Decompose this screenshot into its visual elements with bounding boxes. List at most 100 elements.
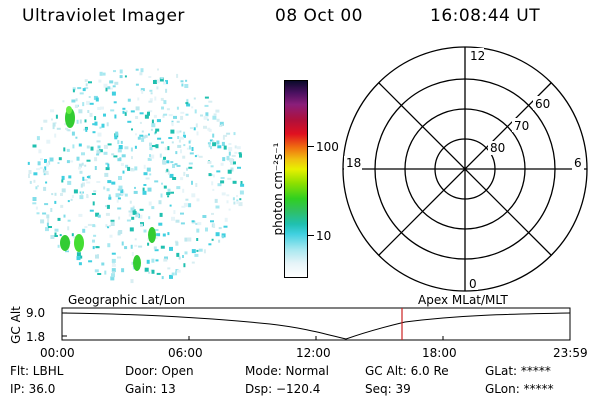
uv-pixel [48, 226, 52, 228]
uv-pixel [133, 190, 138, 194]
uv-pixel [187, 237, 192, 242]
uv-pixel [52, 122, 56, 127]
uv-pixel [152, 145, 156, 147]
uv-pixel [181, 205, 186, 208]
uv-pixel [80, 183, 83, 188]
uv-pixel [221, 141, 225, 146]
uv-pixel [49, 157, 54, 162]
uv-pixel [58, 157, 62, 161]
uv-pixel [170, 161, 174, 164]
uv-pixel [134, 186, 136, 189]
uv-pixel [43, 186, 47, 191]
header-date: 08 Oct 00 [275, 6, 363, 26]
uv-pixel [97, 107, 102, 110]
uv-pixel [132, 205, 135, 208]
uv-pixel [71, 195, 74, 198]
uv-pixel [163, 113, 168, 116]
uv-pixel [194, 109, 197, 114]
uv-pixel [176, 269, 181, 273]
uv-pixel [126, 219, 131, 222]
uv-pixel [96, 150, 101, 154]
uv-pixel [44, 203, 49, 206]
status-mode: Mode: Normal [245, 364, 329, 378]
uv-pixel [129, 212, 134, 215]
uv-pixel [83, 128, 86, 131]
uv-pixel [45, 181, 48, 184]
uv-pixel [66, 148, 70, 152]
uv-pixel [168, 137, 173, 139]
uv-pixel [71, 131, 75, 136]
uv-pixel [84, 226, 88, 228]
uv-pixel [117, 231, 121, 236]
uv-pixel [130, 147, 133, 152]
uv-pixel [162, 160, 167, 165]
uv-pixel [228, 147, 233, 152]
uv-pixel [176, 120, 180, 123]
uv-pixel [209, 139, 213, 142]
uv-pixel [106, 204, 110, 209]
uv-pixel [109, 234, 113, 238]
uv-pixel [127, 166, 131, 171]
uv-pixel [210, 165, 214, 168]
uv-pixel [67, 200, 70, 203]
uv-pixel [107, 143, 112, 146]
uv-pixel [208, 243, 212, 246]
uv-pixel [153, 80, 157, 84]
uv-pixel [179, 136, 184, 140]
uv-pixel [207, 118, 209, 121]
uv-pixel [130, 279, 134, 284]
uv-pixel [67, 226, 70, 231]
uv-pixel [108, 194, 111, 198]
uv-pixel [140, 88, 145, 92]
uv-pixel [134, 166, 138, 171]
uv-pixel [114, 81, 119, 85]
uv-pixel [147, 237, 150, 241]
xtick-2359: 23:59 [553, 346, 588, 360]
uv-pixel [141, 130, 144, 133]
uv-pixel [139, 208, 144, 211]
uv-pixel [147, 157, 152, 161]
uv-pixel [75, 98, 78, 102]
status-glon: GLon: ***** [485, 382, 554, 396]
uv-pixel [51, 193, 54, 196]
uv-pixel [92, 224, 96, 228]
uv-pixel [140, 68, 144, 73]
uv-pixel [139, 121, 142, 124]
uv-pixel [120, 140, 123, 144]
uv-pixel [143, 172, 148, 176]
uv-pixel [54, 200, 57, 204]
bright-spots [60, 106, 156, 271]
uv-pixel [180, 212, 184, 215]
uv-pixel [111, 91, 116, 96]
uv-pixel [153, 246, 157, 250]
uv-pixel [114, 135, 118, 140]
uv-pixel [86, 176, 90, 178]
uv-pixel [79, 170, 83, 174]
uv-pixel [178, 139, 181, 143]
uv-pixel [172, 164, 175, 168]
uv-pixel [218, 227, 222, 230]
uv-pixel [97, 214, 101, 218]
uv-pixel [118, 185, 123, 190]
uv-pixel [44, 159, 47, 163]
uv-pixel [111, 153, 115, 156]
uv-pixel [94, 269, 99, 273]
uv-image-pixels [27, 68, 245, 284]
uv-pixel [114, 114, 117, 119]
uv-pixel [63, 147, 66, 152]
uv-pixel [96, 153, 100, 156]
uv-pixel [40, 219, 45, 224]
uv-pixel [222, 135, 225, 140]
uv-pixel [54, 232, 57, 236]
uv-pixel [117, 148, 122, 153]
uv-pixel [239, 153, 242, 158]
uv-pixel [159, 153, 162, 158]
uv-pixel [99, 71, 103, 76]
uv-pixel [131, 128, 133, 131]
uv-pixel [125, 110, 128, 113]
uv-pixel [142, 187, 145, 192]
uv-pixel [140, 223, 143, 227]
uv-pixel [92, 246, 95, 250]
uv-pixel [162, 114, 165, 118]
uv-pixel [148, 110, 153, 113]
